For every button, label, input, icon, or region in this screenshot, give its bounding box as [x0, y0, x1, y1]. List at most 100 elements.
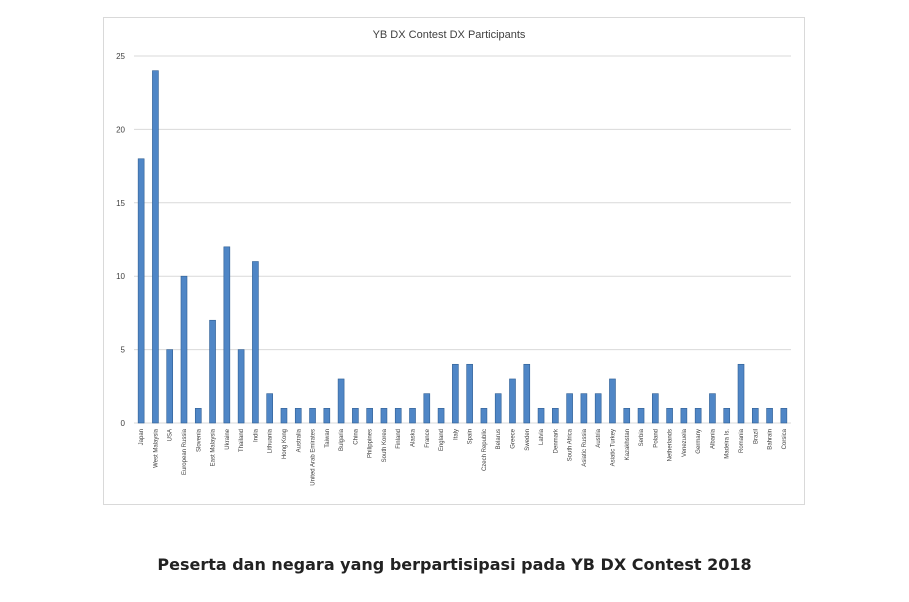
bar-west-malaysia	[152, 70, 159, 424]
bar-philippines	[366, 408, 373, 424]
x-tick-label: West Malaysia	[153, 428, 159, 468]
bar-belarus	[494, 393, 502, 424]
bar-chart: YB DX Contest DX Participants 0 5 10 15 20 25…	[116, 29, 791, 486]
y-tick-label: 0	[121, 419, 126, 428]
bar-italy	[452, 363, 459, 424]
x-tick-label: Madeira Is.	[725, 429, 731, 459]
x-tick-label: United Arab Emirates	[311, 429, 317, 486]
y-tick-label: 20	[116, 125, 125, 134]
x-tick-label: Thailand	[239, 429, 245, 452]
chart-frame: YB DX Contest DX Participants 0 5 10 15 20 25…	[103, 17, 805, 505]
bar-latvia	[537, 408, 545, 424]
x-tick-label: Latvia	[539, 428, 545, 445]
x-tick-label: USA	[168, 429, 174, 441]
y-tick-label: 15	[116, 199, 125, 208]
x-tick-label: South Africa	[568, 428, 574, 461]
x-tick-label: Lithuania	[268, 428, 274, 453]
x-tick-label: Netherlands	[668, 429, 674, 461]
x-tick-label: Corsica	[782, 428, 788, 449]
x-tick-label: Brazil	[753, 429, 759, 444]
bar-austria	[594, 393, 602, 424]
bar-alaska	[409, 408, 416, 424]
bar-germany	[694, 408, 702, 424]
x-tick-label: Taiwan	[325, 429, 331, 448]
bar-slovenia	[194, 408, 202, 424]
x-tick-label: Alaska	[411, 428, 417, 447]
bar-australia	[294, 408, 302, 424]
x-tick-label: Greece	[510, 428, 516, 448]
bar-ukraine	[223, 246, 231, 424]
x-tick-label: Ukraine	[225, 428, 231, 449]
bar-poland	[652, 393, 659, 424]
x-tick-label: Bulgaria	[339, 428, 345, 451]
x-tick-label: Bahrain	[768, 429, 774, 450]
x-tick-label: Romania	[739, 428, 745, 453]
bar-thailand	[237, 349, 245, 424]
bar-bulgaria	[337, 378, 345, 424]
bar-usa	[166, 349, 174, 424]
bar-serbia	[637, 408, 645, 424]
x-tick-label: Asiatic Turkey	[610, 429, 616, 466]
x-tick-label: Serbia	[639, 428, 645, 446]
x-tick-label: Finland	[396, 429, 402, 449]
bar-united-arab-emirates	[309, 408, 316, 424]
y-tick-label: 5	[121, 346, 126, 355]
x-axis-ticks: Japan West Malaysia USA European Russia Slov…	[139, 428, 788, 486]
bar-south-korea	[380, 408, 388, 424]
bar-romania	[737, 363, 745, 424]
bar-spain	[466, 363, 473, 424]
bar-kazakhstan	[623, 408, 631, 424]
x-tick-label: East Malaysia	[211, 428, 217, 466]
bar-greece	[509, 378, 516, 424]
bar-taiwan	[323, 408, 331, 424]
x-tick-label: Germany	[696, 429, 702, 454]
bar-south-africa	[566, 393, 573, 424]
x-tick-label: Venezuela	[682, 428, 688, 457]
x-tick-label: Albania	[710, 428, 716, 449]
bar-corsica	[780, 408, 788, 424]
bar-bahrain	[766, 408, 773, 424]
x-tick-label: Spain	[468, 429, 474, 444]
x-tick-label: South Korea	[382, 428, 388, 462]
bar-hong-kong	[280, 408, 288, 424]
bar-east-malaysia	[209, 319, 216, 424]
x-tick-label: Sweden	[525, 429, 531, 451]
x-tick-label: Hong Kong	[282, 429, 288, 459]
x-tick-label: India	[253, 428, 259, 442]
chart-title: YB DX Contest DX Participants	[373, 29, 526, 41]
x-tick-label: Austria	[596, 428, 602, 447]
bar-sweden	[523, 363, 531, 424]
bar-madeira-is-	[723, 408, 731, 424]
x-tick-label: Japan	[139, 429, 145, 445]
bar-asiatic-turkey	[609, 378, 616, 424]
bar-european-russia	[180, 275, 188, 424]
x-tick-label: Italy	[453, 429, 459, 440]
y-tick-label: 25	[116, 52, 125, 61]
x-tick-label: Asiatic Russia	[582, 428, 588, 466]
bar-asiatic-russia	[580, 393, 588, 424]
x-tick-label: Kazakhstan	[625, 429, 631, 460]
bar-venezuela	[680, 408, 688, 424]
y-tick-label: 10	[116, 272, 125, 281]
gridlines	[134, 55, 791, 424]
x-tick-label: Australia	[296, 428, 302, 452]
x-tick-label: European Russia	[182, 428, 188, 475]
bar-denmark	[552, 408, 559, 424]
bar-czech-republic	[480, 408, 488, 424]
x-tick-label: Philippines	[368, 429, 374, 458]
figure-caption: Peserta dan negara yang berpartisipasi p…	[157, 555, 752, 574]
bar-france	[423, 393, 431, 424]
x-tick-label: Slovenia	[196, 428, 202, 452]
x-tick-label: Denmark	[553, 428, 559, 453]
bar-india	[252, 261, 259, 424]
bar-brazil	[751, 408, 759, 424]
bar-albania	[709, 393, 716, 424]
bar-lithuania	[266, 393, 273, 424]
y-axis-ticks: 0 5 10 15 20 25	[116, 52, 125, 428]
bar-japan	[137, 158, 145, 424]
x-tick-label: Poland	[653, 429, 659, 448]
x-tick-label: England	[439, 429, 445, 451]
bar-china	[352, 408, 359, 424]
bar-finland	[394, 408, 402, 424]
x-tick-label: China	[353, 428, 359, 444]
